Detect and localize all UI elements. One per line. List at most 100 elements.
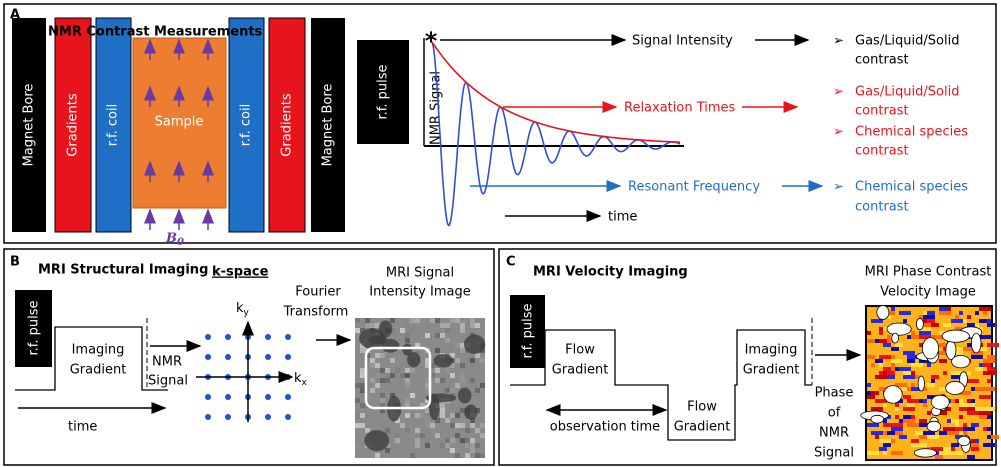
pixel <box>891 359 903 363</box>
pixel <box>867 383 871 387</box>
pixel <box>927 363 931 367</box>
pixel <box>435 348 440 353</box>
phase-label: of <box>828 406 841 421</box>
pixel <box>360 403 365 408</box>
pixel <box>983 363 991 367</box>
pixel <box>971 443 979 447</box>
pixel <box>480 383 485 388</box>
outcome: Chemical species <box>855 180 968 195</box>
pixel <box>903 407 915 411</box>
row-label: Signal Intensity <box>632 34 733 49</box>
hardware-label: Sample <box>155 115 204 130</box>
pixel <box>907 355 911 359</box>
pixel <box>380 398 385 403</box>
pixel <box>405 338 410 343</box>
pixel <box>440 413 445 418</box>
outcome: contrast <box>855 53 909 68</box>
bullet: ➢ <box>833 125 844 140</box>
kspace-point <box>205 414 211 420</box>
kx-label: kx <box>294 371 308 388</box>
gradient-label: Gradient <box>552 363 609 378</box>
pixel <box>355 383 360 388</box>
pixel <box>410 328 415 333</box>
pixel <box>360 423 365 428</box>
pixel <box>410 393 415 398</box>
pixel <box>455 383 460 388</box>
pixel <box>879 331 883 335</box>
pixel <box>445 323 450 328</box>
pixel <box>915 375 919 379</box>
pixel <box>475 428 480 433</box>
pore <box>464 335 485 354</box>
hardware-label: Magnet Bore <box>22 84 37 167</box>
pixel <box>959 403 967 407</box>
pixel <box>971 423 979 427</box>
pixel <box>939 451 951 455</box>
pixel <box>385 448 390 453</box>
pixel <box>907 359 915 363</box>
pixel <box>425 423 430 428</box>
pixel <box>425 438 430 443</box>
pixel <box>887 335 891 339</box>
particle <box>916 318 923 329</box>
pixel <box>450 318 455 323</box>
pixel <box>445 443 450 448</box>
pixel <box>923 403 927 407</box>
pixel <box>979 307 991 311</box>
image-title: Velocity Image <box>880 285 976 300</box>
pixel <box>455 433 460 438</box>
pixel <box>465 428 470 433</box>
kspace-title: k-space <box>212 265 269 280</box>
pixel <box>927 435 939 439</box>
pixel <box>879 363 883 367</box>
pixel <box>440 443 445 448</box>
pixel <box>445 418 450 423</box>
pixel <box>959 431 963 435</box>
pixel <box>400 373 405 378</box>
pixel <box>385 368 390 373</box>
pixel <box>455 453 460 458</box>
pixel <box>987 343 999 347</box>
pixel <box>465 443 470 448</box>
pixel <box>975 367 983 371</box>
pixel <box>460 328 465 333</box>
pixel <box>445 328 450 333</box>
pixel <box>959 399 963 403</box>
hardware-label: Gradients <box>66 93 81 157</box>
pixel <box>385 378 390 383</box>
kspace-point <box>285 394 291 400</box>
phase-label: Phase <box>815 386 854 401</box>
axis-label: time <box>608 210 637 225</box>
pixel <box>475 453 480 458</box>
particle <box>918 376 924 391</box>
pixel <box>360 383 365 388</box>
pixel <box>987 427 991 431</box>
pixel <box>983 371 991 375</box>
image-title: Intensity Image <box>369 285 470 300</box>
gradient-label: Gradient <box>70 363 127 378</box>
pixel <box>983 311 987 315</box>
pixel <box>355 443 360 448</box>
pixel <box>380 378 385 383</box>
pixel <box>939 307 947 311</box>
title: MRI Velocity Imaging <box>533 265 688 280</box>
pixel <box>370 323 375 328</box>
pixel <box>967 371 971 375</box>
outcome: contrast <box>855 200 909 215</box>
pixel <box>959 415 963 419</box>
pixel <box>907 403 915 407</box>
pixel <box>895 403 899 407</box>
gradient-label: Flow <box>687 400 717 415</box>
pixel <box>440 323 445 328</box>
bullet: ➢ <box>833 180 844 195</box>
pixel <box>951 419 959 423</box>
observation-label: observation time <box>550 420 660 435</box>
pixel <box>440 333 445 338</box>
pixel <box>405 368 410 373</box>
pixel <box>911 383 915 387</box>
pixel <box>987 407 995 411</box>
pixel <box>420 318 425 323</box>
kspace-point <box>205 334 211 340</box>
pixel <box>470 438 475 443</box>
pixel <box>385 428 390 433</box>
